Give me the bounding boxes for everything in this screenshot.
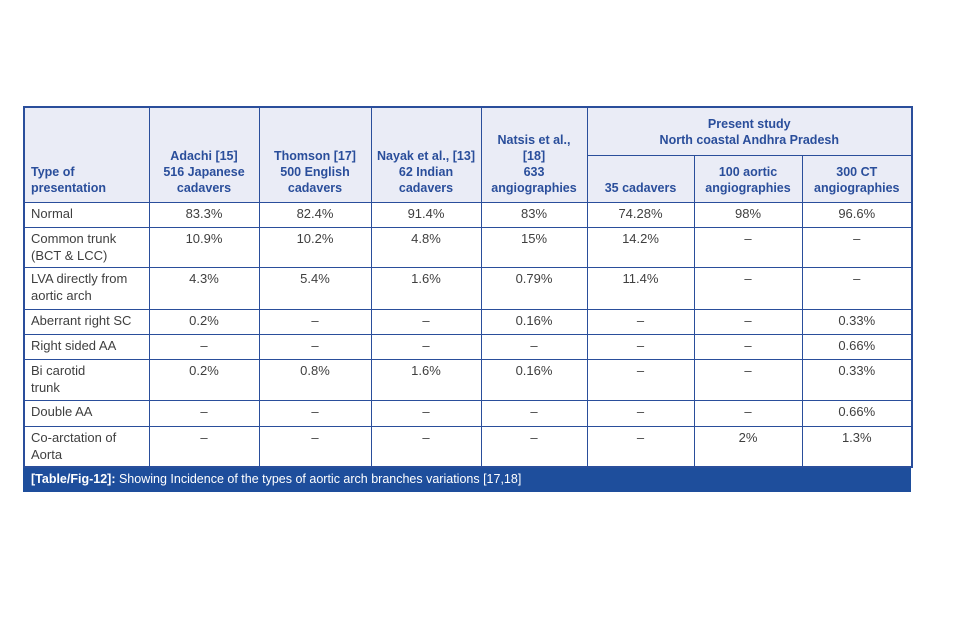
table-row-right-sided-aa: Right sided AA – – – – – – 0.66% <box>23 333 913 360</box>
table-caption-tag: [Table/Fig-12]: <box>31 471 116 486</box>
column-header-natsis: Natsis et al., [18] 633 angiographies <box>480 106 588 203</box>
incidence-table-figure: Type of presentation Adachi [15] 516 Jap… <box>23 106 914 493</box>
cell-value: 0.79% <box>480 266 588 310</box>
cell-value: – <box>586 358 695 401</box>
column-header-adachi: Adachi [15] 516 Japanese cadavers <box>148 106 260 203</box>
cell-value: 14.2% <box>586 227 695 268</box>
cell-value: – <box>586 425 695 468</box>
cell-value: – <box>480 333 588 360</box>
column-group-present-study: Present study North coastal Andhra Prade… <box>586 106 913 156</box>
cell-value: – <box>370 425 482 468</box>
header-row-2: 35 cadavers 100 aortic angiographies 300… <box>24 155 913 203</box>
cell-value: – <box>586 399 695 427</box>
column-header-type-of-presentation: Type of presentation <box>23 106 150 203</box>
cell-value: – <box>148 333 260 360</box>
cell-value: 0.2% <box>148 308 260 335</box>
table-caption: [Table/Fig-12]: Showing Incidence of the… <box>23 467 911 493</box>
cell-value: 83.3% <box>148 202 260 228</box>
cell-value: – <box>258 425 372 468</box>
cell-value: 0.33% <box>801 308 913 335</box>
row-label: LVA directly from aortic arch <box>23 266 150 310</box>
cell-value: 0.33% <box>801 358 913 401</box>
table-row-double-aa: Double AA – – – – – – 0.66% <box>23 399 913 427</box>
column-header-thomson: Thomson [17] 500 English cadavers <box>258 106 372 203</box>
cell-value: 91.4% <box>370 202 482 228</box>
cell-value: – <box>370 308 482 335</box>
cell-value: 96.6% <box>801 202 913 228</box>
cell-value: – <box>693 308 803 335</box>
cell-value: – <box>693 333 803 360</box>
cell-value: 0.16% <box>480 358 588 401</box>
row-label: Common trunk (BCT & LCC) <box>23 227 150 268</box>
cell-value: – <box>586 333 695 360</box>
cell-value: – <box>148 399 260 427</box>
cell-value: 82.4% <box>258 202 372 228</box>
cell-value: – <box>480 399 588 427</box>
cell-value: 1.3% <box>801 425 913 468</box>
column-header-35-cadavers: 35 cadavers <box>586 155 695 203</box>
cell-value: 1.6% <box>370 358 482 401</box>
cell-value: – <box>370 399 482 427</box>
cell-value: – <box>258 333 372 360</box>
table-row-common-trunk: Common trunk (BCT & LCC) 10.9% 10.2% 4.8… <box>23 227 913 268</box>
cell-value: – <box>148 425 260 468</box>
table-row-bi-carotid-trunk: Bi carotid trunk 0.2% 0.8% 1.6% 0.16% – … <box>23 358 913 401</box>
cell-value: 0.8% <box>258 358 372 401</box>
cell-value: – <box>258 399 372 427</box>
cell-value: 10.9% <box>148 227 260 268</box>
cell-value: 10.2% <box>258 227 372 268</box>
cell-value: – <box>801 227 913 268</box>
cell-value: 5.4% <box>258 266 372 310</box>
cell-value: 2% <box>693 425 803 468</box>
cell-value: 0.2% <box>148 358 260 401</box>
cell-value: – <box>586 308 695 335</box>
cell-value: – <box>693 358 803 401</box>
cell-value: 4.8% <box>370 227 482 268</box>
cell-value: 0.66% <box>801 399 913 427</box>
cell-value: – <box>801 266 913 310</box>
table-caption-text: Showing Incidence of the types of aortic… <box>115 471 522 486</box>
cell-value: 11.4% <box>586 266 695 310</box>
cell-value: 83% <box>480 202 588 228</box>
cell-value: 15% <box>480 227 588 268</box>
cell-value: 98% <box>693 202 803 228</box>
row-label: Normal <box>23 202 150 228</box>
row-label: Bi carotid trunk <box>23 358 150 401</box>
row-label: Co-arctation of Aorta <box>23 425 150 468</box>
cell-value: – <box>693 266 803 310</box>
cell-value: 0.66% <box>801 333 913 360</box>
cell-value: – <box>370 333 482 360</box>
cell-value: 74.28% <box>586 202 695 228</box>
cell-value: – <box>693 227 803 268</box>
table-row-normal: Normal 83.3% 82.4% 91.4% 83% 74.28% 98% … <box>23 202 913 228</box>
column-header-300-ct-angiographies: 300 CT angiographies <box>801 155 913 203</box>
cell-value: – <box>480 425 588 468</box>
cell-value: – <box>258 308 372 335</box>
table-row-coarctation-of-aorta: Co-arctation of Aorta – – – – – 2% 1.3% <box>23 425 913 468</box>
row-label: Aberrant right SC <box>23 308 150 335</box>
row-label: Right sided AA <box>23 333 150 360</box>
header-row-1: Type of presentation Adachi [15] 516 Jap… <box>23 106 913 203</box>
cell-value: 4.3% <box>148 266 260 310</box>
table-row-aberrant-right-sc: Aberrant right SC 0.2% – – 0.16% – – 0.3… <box>23 308 913 335</box>
row-label: Double AA <box>23 399 150 427</box>
incidence-table: Type of presentation Adachi [15] 516 Jap… <box>23 106 914 468</box>
table-row-lva-directly: LVA directly from aortic arch 4.3% 5.4% … <box>23 266 913 310</box>
cell-value: 0.16% <box>480 308 588 335</box>
column-header-100-aortic-angiographies: 100 aortic angiographies <box>693 155 803 203</box>
column-header-nayak: Nayak et al., [13] 62 Indian cadavers <box>370 106 482 203</box>
cell-value: – <box>693 399 803 427</box>
cell-value: 1.6% <box>370 266 482 310</box>
